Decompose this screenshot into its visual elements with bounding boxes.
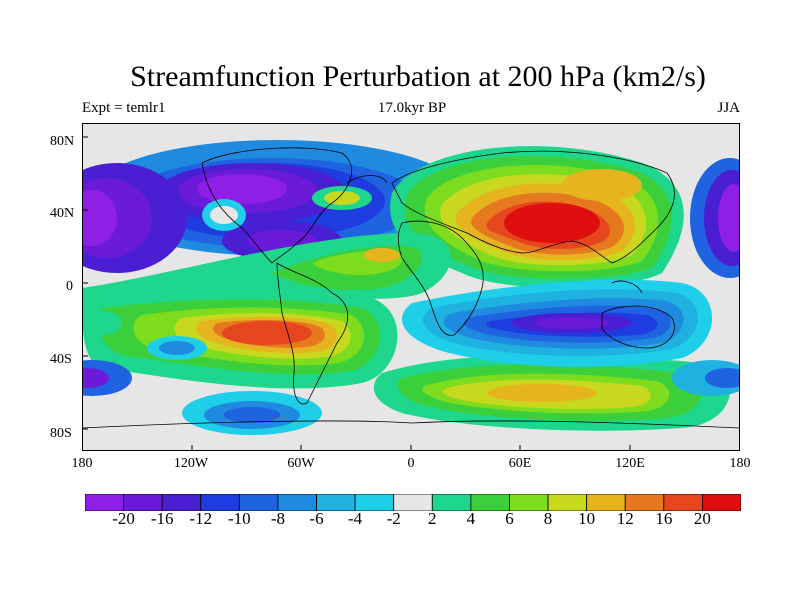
lat-label-0: 0 xyxy=(66,279,73,294)
colorbar-label: -16 xyxy=(150,509,174,528)
contour-south-pacific-high xyxy=(82,288,398,389)
contour-pacific-east xyxy=(82,158,740,396)
lon-label-180e: 180 xyxy=(729,456,751,471)
colorbar xyxy=(85,494,741,511)
lon-label-60e: 60E xyxy=(508,456,532,471)
chart-title: Streamfunction Perturbation at 200 hPa (… xyxy=(130,60,706,93)
time-label: 17.0kyr BP xyxy=(377,100,447,116)
streamfunction-map xyxy=(82,123,740,451)
colorbar-label: 12 xyxy=(616,509,634,528)
lat-label-80s: 80S xyxy=(50,426,72,441)
colorbar-label: 16 xyxy=(655,509,673,528)
lat-label-80n: 80N xyxy=(50,134,75,149)
lat-label-40n: 40N xyxy=(50,206,75,221)
colorbar-label: -8 xyxy=(270,509,286,528)
lon-label-60w: 60W xyxy=(287,456,315,471)
colorbar-label: 20 xyxy=(693,509,711,528)
colorbar-label: 8 xyxy=(543,509,553,528)
colorbar-label: 4 xyxy=(466,509,476,528)
colorbar-label: 2 xyxy=(428,509,437,528)
colorbar-label: 10 xyxy=(578,509,596,528)
lon-label-120w: 120W xyxy=(173,456,209,471)
lon-label-0: 0 xyxy=(407,456,415,471)
season-label: JJA xyxy=(717,100,740,116)
contour-southern-ocean xyxy=(373,354,730,431)
lat-label-40s: 40S xyxy=(50,352,72,367)
contour-antarctic-low xyxy=(182,391,322,435)
experiment-label: Expt = temlr1 xyxy=(82,100,166,116)
colorbar-label: -12 xyxy=(189,509,213,528)
colorbar-label: -2 xyxy=(386,509,401,528)
colorbar-label: 6 xyxy=(505,509,514,528)
colorbar-label: -4 xyxy=(348,509,363,528)
contour-tropical-band xyxy=(82,233,451,308)
lon-label-120e: 120E xyxy=(615,456,645,471)
contour-north-america-low xyxy=(82,140,467,273)
axis-ticks xyxy=(82,136,631,451)
colorbar-label: -20 xyxy=(112,509,135,528)
lon-label-180w: 180 xyxy=(71,456,93,471)
coastlines xyxy=(82,147,740,429)
colorbar-label: -6 xyxy=(309,509,324,528)
contour-asian-high xyxy=(312,146,684,288)
colorbar-label: -10 xyxy=(228,509,251,528)
